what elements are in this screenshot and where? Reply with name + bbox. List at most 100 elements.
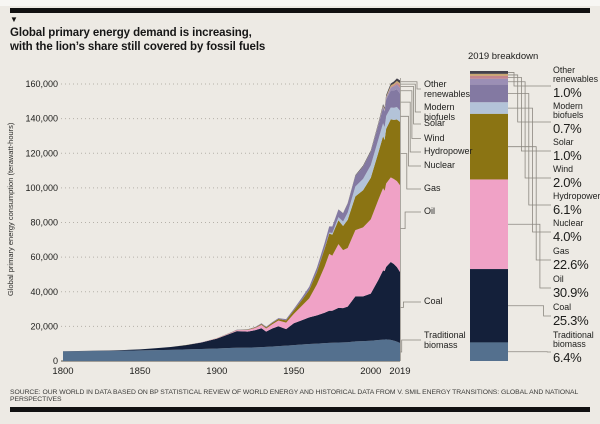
series-label-gas: Gas — [424, 183, 441, 193]
leader-line-hydropower — [400, 101, 421, 153]
bar-segment-oil — [470, 179, 508, 270]
breakdown-leader-line-nuclear — [508, 107, 551, 233]
series-label-other-renewables: Other renewables — [424, 79, 471, 99]
breakdown-item-other-renewables: Other renewables 1.0% — [553, 65, 600, 101]
chart-title-line1: Global primary energy demand is increasi… — [10, 27, 252, 39]
breakdown-leader-line-wind — [508, 81, 551, 179]
bar-segment-gas — [470, 113, 508, 180]
series-label-oil: Oil — [424, 206, 435, 216]
section-marker-icon: ▼ — [10, 15, 18, 24]
y-tick-label: 20,000 — [30, 321, 58, 331]
top-rule — [10, 8, 590, 13]
breakdown-item-percent: 1.0% — [553, 148, 582, 164]
leader-line-solar — [400, 86, 421, 125]
breakdown-item-name: Other renewables — [553, 65, 598, 85]
bar-segment-other-renewables — [470, 71, 508, 74]
breakdown-leader-line-oil — [508, 223, 551, 289]
series-label-hydropower: Hydropower — [424, 146, 473, 156]
breakdown-item-percent: 4.0% — [553, 229, 582, 245]
area-layer-gas — [63, 119, 400, 352]
y-tick-label: 120,000 — [25, 148, 58, 158]
breakdown-item-nuclear: Nuclear 4.0% — [553, 218, 600, 245]
y-tick-label: 0 — [53, 356, 58, 366]
x-axis-labels: 1800 1850 1900 1950 2000 2019 — [52, 366, 410, 377]
breakdown-item-name: Gas — [553, 246, 570, 256]
breakdown-item-percent: 2.0% — [553, 175, 582, 191]
leader-line-modern-biofuels — [400, 83, 421, 113]
breakdown-item-percent: 22.6% — [553, 257, 589, 273]
breakdown-leader-line-gas — [508, 146, 551, 261]
breakdown-leader-line-hydropower — [508, 93, 551, 206]
breakdown-item-coal: Coal 25.3% — [553, 302, 600, 329]
leader-line-other-renewables — [400, 81, 421, 90]
leader-line-nuclear — [400, 115, 421, 167]
leader-line-traditional-biomass — [400, 339, 421, 353]
breakdown-item-wind: Wind 2.0% — [553, 164, 600, 191]
breakdown-title: 2019 breakdown — [468, 51, 539, 62]
y-tick-label: 80,000 — [30, 218, 58, 228]
breakdown-leader-line-solar — [508, 76, 551, 152]
series-label-wind: Wind — [424, 132, 445, 143]
breakdown-item-name: Nuclear — [553, 218, 584, 228]
breakdown-item-percent: 25.3% — [553, 313, 589, 329]
breakdown-item-percent: 30.9% — [553, 285, 589, 301]
series-label-traditional-biomass: Traditional biomass — [424, 330, 466, 350]
area-layer-traditional-biomass — [63, 339, 400, 361]
leader-line-wind — [400, 90, 421, 139]
y-tick-label: 100,000 — [25, 183, 58, 193]
y-tick-label: 140,000 — [25, 114, 58, 124]
leader-lines — [400, 72, 551, 353]
chart-title-line2: with the lion’s share still covered by f… — [10, 41, 266, 53]
bar-segment-solar — [470, 75, 508, 79]
breakdown-item-name: Modern biofuels — [553, 101, 584, 121]
source-note: SOURCE: OUR WORLD IN DATA BASED ON BP ST… — [10, 389, 578, 403]
x-tick-label: 1800 — [52, 366, 73, 377]
breakdown-item-solar: Solar 1.0% — [553, 137, 600, 164]
bar-segment-hydropower — [470, 84, 508, 103]
y-tick-label: 40,000 — [30, 287, 58, 297]
breakdown-item-name: Traditional biomass — [553, 330, 594, 350]
x-tick-label: 1900 — [206, 366, 227, 377]
x-tick-label: 2000 — [360, 366, 381, 377]
breakdown-item-percent: 6.1% — [553, 202, 582, 218]
breakdown-item-oil: Oil 30.9% — [553, 274, 600, 301]
breakdown-item-percent: 6.4% — [553, 350, 582, 366]
breakdown-leader-line-other-renewables — [508, 72, 551, 87]
series-label-nuclear: Nuclear — [424, 160, 456, 170]
area-layer-oil — [63, 177, 400, 352]
breakdown-item-gas: Gas 22.6% — [553, 246, 600, 273]
bar-segment-nuclear — [470, 102, 508, 114]
breakdown-item-name: Hydropower — [553, 191, 600, 201]
breakdown-item-name: Wind — [553, 164, 574, 174]
breakdown-item-percent: 0.7% — [553, 121, 582, 137]
top-margin — [0, 0, 600, 6]
x-tick-label: 1850 — [129, 366, 150, 377]
leader-line-gas — [400, 153, 421, 190]
x-tick-label: 2019 — [389, 366, 410, 377]
breakdown-item-traditional-biomass: Traditional biomass 6.4% — [553, 330, 600, 366]
area-layers — [63, 78, 400, 361]
breakdown-item-name: Solar — [553, 137, 574, 147]
bar-segment-wind — [470, 78, 508, 85]
bottom-rule — [10, 407, 590, 412]
leader-line-oil — [400, 211, 421, 230]
breakdown-item-modern-biofuels: Modern biofuels 0.7% — [553, 101, 600, 137]
bar-segment-modern-biofuels — [470, 73, 508, 76]
bar-segment-traditional-biomass — [470, 342, 508, 361]
breakdown-leader-line-modern-biofuels — [508, 74, 551, 123]
bar-segment-coal — [470, 269, 508, 343]
series-label-coal: Coal — [424, 296, 443, 306]
breakdown-item-percent: 1.0% — [553, 85, 582, 101]
leader-line-coal — [400, 301, 421, 308]
breakdown-leader-line-coal — [508, 305, 551, 317]
area-layer-coal — [63, 261, 400, 352]
breakdown-item-hydropower: Hydropower 6.1% — [553, 191, 600, 218]
series-label-solar: Solar — [424, 118, 446, 128]
y-tick-label: 160,000 — [25, 79, 58, 89]
chart-title: Global primary energy demand is increasi… — [10, 26, 265, 54]
x-tick-label: 1950 — [283, 366, 304, 377]
series-label-modern-biofuels: Modern biofuels — [424, 102, 456, 122]
breakdown-item-name: Oil — [553, 274, 564, 284]
